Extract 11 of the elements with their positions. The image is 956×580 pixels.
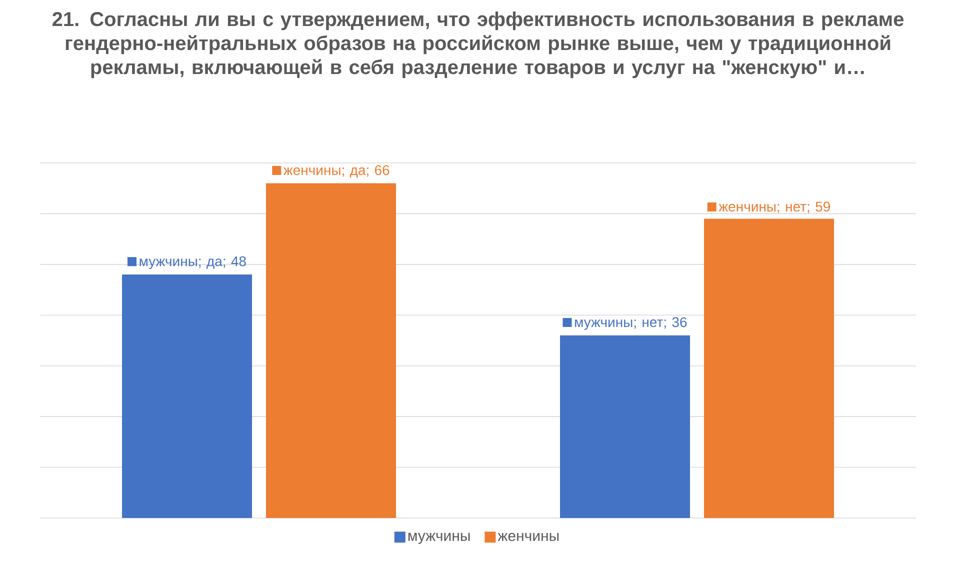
bar	[266, 183, 396, 518]
legend-label: женчины	[498, 532, 559, 542]
data-label: женчины; да; 66	[284, 165, 390, 178]
bar	[122, 274, 252, 518]
bar	[560, 335, 690, 518]
data-label: мужчины; да; 48	[140, 256, 246, 270]
chart-title: 21. Согласны ли вы с утверждением, что эффективность использования в рекламе гендерно-нейтральных образов на российском рынке выше, чем у традиционной рекламы, включающей в себя разделение товаров и услуг на "женскую" и…	[52, 12, 904, 78]
data-label: женчины; нет; 59	[718, 202, 830, 214]
legend-label: мужчины	[408, 532, 470, 544]
bar	[704, 218, 834, 518]
data-label: мужчины; нет; 36	[575, 317, 687, 330]
